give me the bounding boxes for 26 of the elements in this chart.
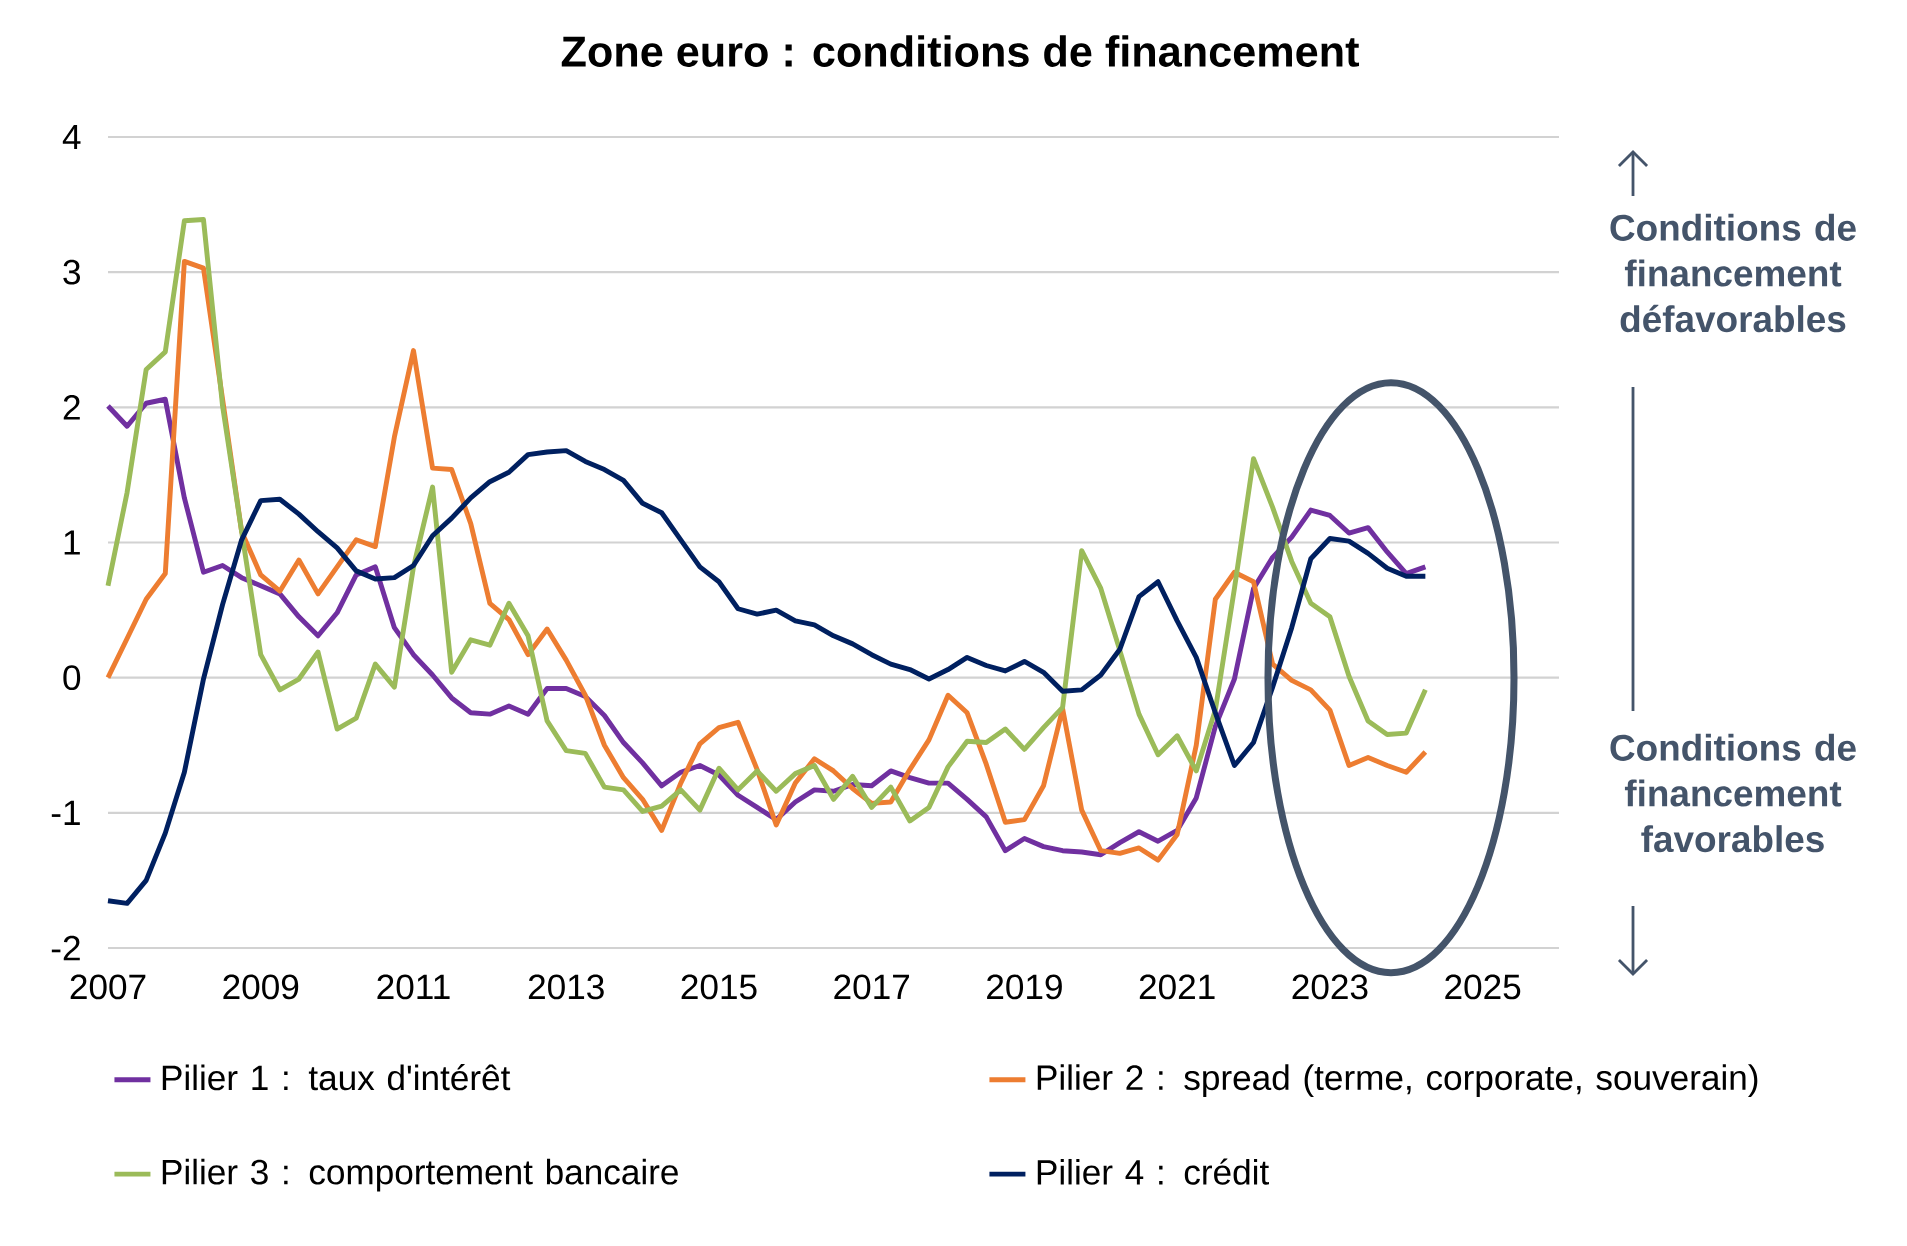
text: Conditions de financement favorables (1610, 733, 1856, 853)
legend-label: Pilier 1 : taux d'intérêt (162, 1064, 511, 1091)
x-tick-label: 2013 (528, 974, 604, 1000)
y-tick-label: -2 (51, 935, 80, 961)
line-series (105, 448, 1428, 906)
x-tick-label: 2015 (681, 974, 757, 1000)
line-series (105, 396, 1428, 858)
y-tick-label: -1 (51, 800, 80, 825)
x-tick-label: 2007 (70, 974, 146, 1000)
legend-label: Pilier 4 : crédit (1037, 1158, 1269, 1185)
x-tick-label: 2009 (223, 974, 299, 1000)
text: Conditions de financement défavorables (1610, 213, 1856, 333)
y-tick-label: 0 (63, 665, 81, 691)
x-tick-label: 2011 (377, 974, 450, 1000)
x-tick-label: 2017 (834, 974, 910, 1000)
legend-label: Pilier 3 : comportement bancaire (162, 1158, 678, 1192)
x-tick-label: 2023 (1292, 974, 1368, 1000)
y-tick-label: 2 (63, 395, 80, 420)
y-tick-label: 4 (62, 124, 81, 150)
legend-label: Pilier 2 : spread (terme, corporate, souverain) (1037, 1064, 1758, 1098)
x-tick-label: 2019 (987, 974, 1062, 1000)
y-tick-label: 1 (64, 530, 80, 555)
chart-title: Zone euro : conditions de financement (561, 35, 1360, 67)
x-tick-label: 2021 (1139, 974, 1215, 1000)
x-tick-label: 2025 (1445, 974, 1521, 1000)
y-tick-label: 3 (63, 259, 81, 285)
